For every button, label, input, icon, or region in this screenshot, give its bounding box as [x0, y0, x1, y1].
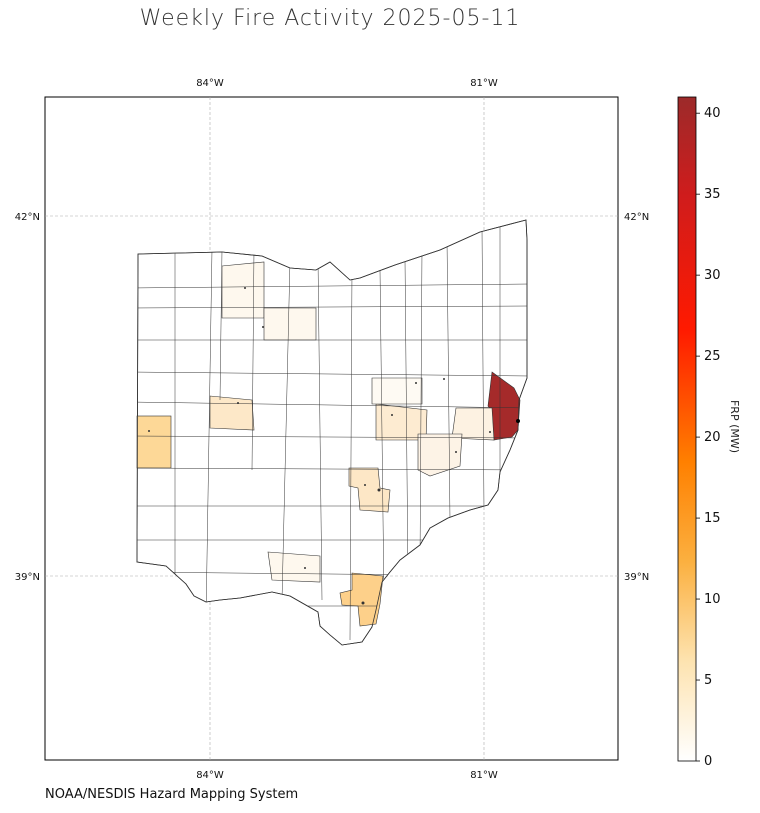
county-frp-1d	[371, 377, 423, 405]
lon-label-bottom-81: 81°W	[470, 770, 498, 781]
lon-label-top-81: 81°W	[470, 78, 498, 89]
lon-label-bottom-84: 84°W	[196, 770, 224, 781]
county-frp-1b	[263, 307, 317, 341]
ohio-border	[136, 219, 528, 646]
colorbar-tick-label: 5	[704, 673, 712, 688]
lat-label-left-42: 42°N	[15, 212, 40, 223]
county-frp-1c	[267, 551, 321, 583]
colorbar-ticks: 0 5 10 15 20 25 30 35 40	[696, 106, 721, 769]
county-frp-7	[136, 415, 172, 469]
colorbar	[677, 96, 697, 762]
fire-counties	[136, 261, 521, 627]
county-frp-3c	[348, 467, 391, 513]
colorbar-tick-label: 30	[704, 268, 721, 283]
county-frp-2b	[417, 433, 463, 477]
colorbar-tick-label: 15	[704, 511, 721, 526]
colorbar-tick-label: 35	[704, 187, 721, 202]
colorbar-tick-label: 40	[704, 106, 721, 121]
colorbar-tick-label: 0	[704, 754, 712, 769]
credit-text: NOAA/NESDIS Hazard Mapping System	[45, 787, 299, 802]
county-frp-3a	[209, 395, 255, 431]
colorbar-tick-label: 10	[704, 592, 721, 607]
lat-label-right-42: 42°N	[624, 212, 649, 223]
colorbar-tick-label: 25	[704, 349, 721, 364]
colorbar-label: FRP (MW)	[728, 399, 742, 454]
fire-detections	[148, 287, 520, 605]
lat-label-left-39: 39°N	[15, 572, 40, 583]
map-title: Weekly Fire Activity 2025-05-11	[139, 6, 521, 31]
colorbar-tick-label: 20	[704, 430, 721, 445]
lon-label-top-84: 84°W	[196, 78, 224, 89]
lat-label-right-39: 39°N	[624, 572, 649, 583]
county-frp-1a	[221, 261, 265, 319]
county-frp-6	[339, 572, 384, 627]
